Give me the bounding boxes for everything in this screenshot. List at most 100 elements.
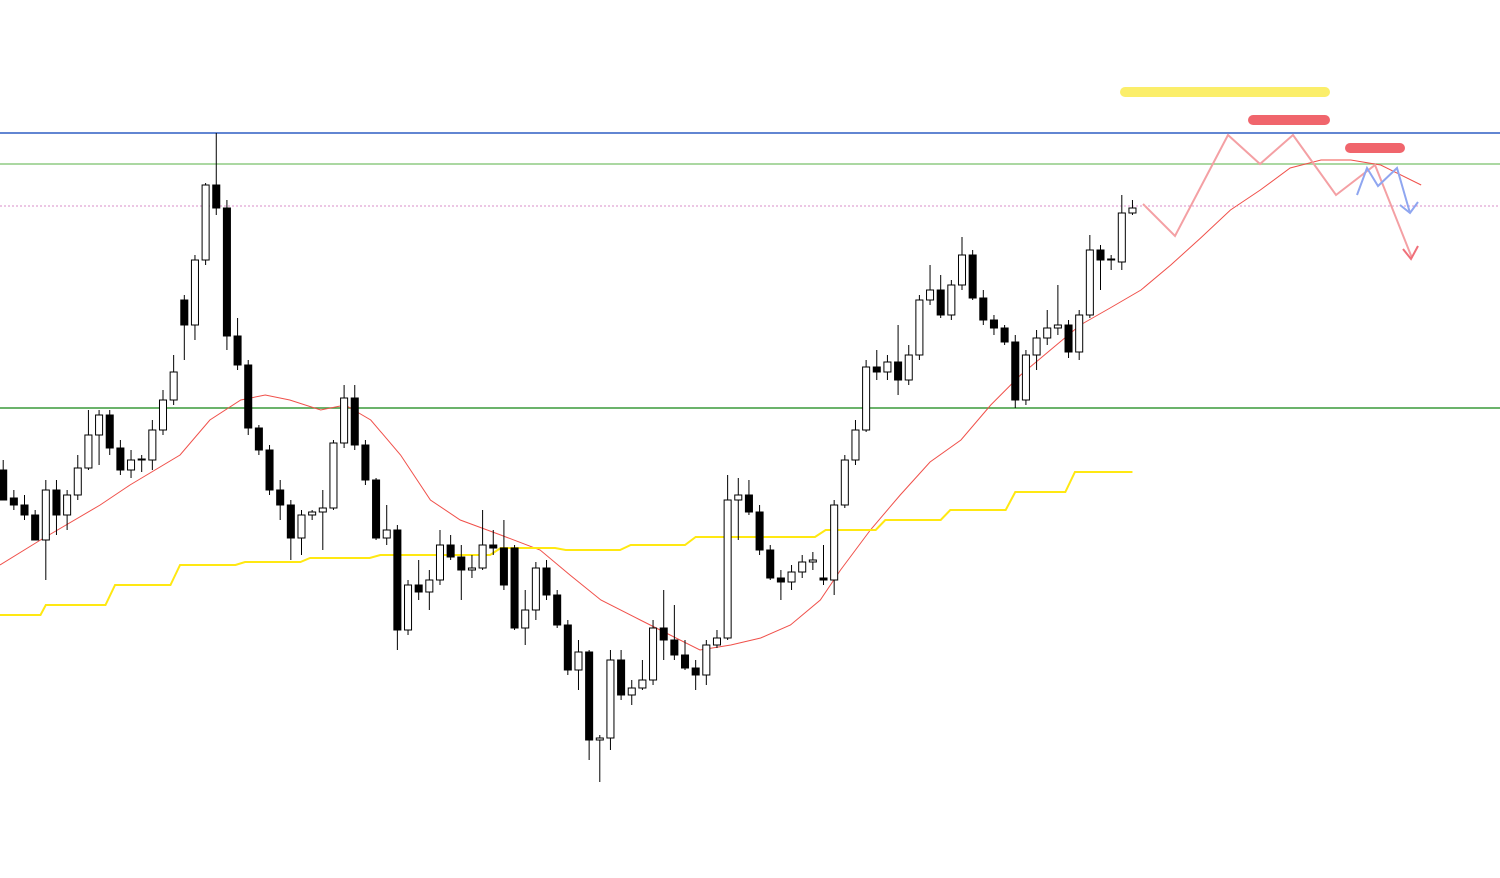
candle-body bbox=[1053, 324, 1062, 329]
projection-arrow bbox=[1399, 201, 1419, 215]
candle-body bbox=[31, 514, 40, 541]
candle-body bbox=[425, 579, 434, 593]
candle-body bbox=[276, 489, 285, 506]
candle-body bbox=[510, 547, 519, 629]
candle-body bbox=[808, 559, 817, 563]
candle-body bbox=[904, 354, 913, 381]
candle-body bbox=[915, 299, 924, 356]
candle-body bbox=[574, 651, 583, 671]
candle-body bbox=[382, 529, 391, 539]
candle-body bbox=[840, 459, 849, 506]
candle-body bbox=[1096, 249, 1105, 261]
candle-body bbox=[404, 584, 413, 631]
candle-body bbox=[894, 361, 903, 381]
candle-body bbox=[489, 544, 498, 549]
candle-body bbox=[0, 469, 8, 501]
candle-body bbox=[478, 544, 487, 569]
candle-body bbox=[52, 489, 61, 516]
candle-body bbox=[414, 584, 423, 593]
candle-body bbox=[201, 184, 210, 261]
candle-body bbox=[979, 297, 988, 321]
candle-body bbox=[553, 594, 562, 626]
candle-body bbox=[84, 434, 93, 469]
candle-body bbox=[329, 442, 338, 509]
candle-body bbox=[627, 687, 636, 696]
candle-body bbox=[744, 494, 753, 513]
candle-body bbox=[585, 651, 594, 741]
candle-body bbox=[1000, 327, 1009, 343]
candle-body bbox=[659, 627, 668, 641]
candle-body bbox=[957, 254, 967, 286]
candle-body bbox=[127, 459, 136, 471]
candle-body bbox=[1117, 212, 1126, 263]
candle-body bbox=[936, 289, 945, 316]
candle-body bbox=[350, 397, 359, 446]
candle-body bbox=[1075, 314, 1084, 353]
candle-body bbox=[1107, 258, 1116, 261]
candle-body bbox=[222, 207, 231, 337]
candle-body bbox=[95, 414, 104, 436]
candle-body bbox=[158, 399, 168, 431]
candle-body bbox=[265, 449, 274, 491]
candle-body bbox=[787, 571, 796, 583]
candle-body bbox=[105, 414, 114, 449]
candle-body bbox=[595, 737, 604, 741]
candle-body bbox=[617, 659, 626, 696]
projection-path bbox=[1142, 133, 1413, 259]
candle-body bbox=[702, 644, 711, 676]
candle-body bbox=[372, 479, 381, 539]
candle-body bbox=[531, 567, 540, 611]
candle-body bbox=[244, 364, 253, 429]
candle-body bbox=[606, 659, 615, 739]
candle-body bbox=[190, 259, 199, 326]
candle-body bbox=[340, 397, 349, 444]
candle-body bbox=[446, 544, 455, 558]
projection-arrow bbox=[1402, 245, 1419, 261]
candle-body bbox=[638, 679, 647, 689]
candle-body bbox=[819, 577, 828, 581]
candle-body bbox=[137, 458, 146, 461]
candle-body bbox=[734, 494, 743, 501]
candle-body bbox=[63, 494, 72, 516]
candle-body bbox=[872, 366, 881, 373]
candle-body bbox=[467, 567, 476, 571]
candle-body bbox=[968, 254, 977, 299]
candle-body bbox=[20, 504, 29, 516]
candle-body bbox=[116, 447, 125, 471]
candle-body bbox=[1128, 207, 1137, 214]
candle-body bbox=[1011, 341, 1020, 401]
candle-body bbox=[41, 489, 50, 541]
candle-body bbox=[9, 497, 18, 506]
candle-body bbox=[457, 556, 466, 571]
candle-body bbox=[542, 567, 551, 596]
candle-body bbox=[680, 654, 690, 669]
candle-body bbox=[755, 511, 764, 551]
candle-body bbox=[1085, 249, 1094, 316]
candle-body bbox=[254, 427, 263, 451]
candle-body bbox=[233, 335, 242, 366]
candle-body bbox=[989, 319, 998, 329]
candle-body bbox=[947, 284, 956, 316]
candle-body bbox=[563, 624, 572, 671]
layers bbox=[0, 132, 1500, 782]
candle-body bbox=[308, 511, 317, 516]
candle-body bbox=[212, 184, 221, 209]
candle-body bbox=[830, 504, 839, 581]
overlay-line bbox=[0, 159, 1422, 651]
candle-body bbox=[73, 467, 82, 496]
candle-body bbox=[1064, 324, 1073, 353]
candle-body bbox=[712, 637, 721, 646]
candle-body bbox=[435, 544, 445, 581]
candle-body bbox=[169, 371, 178, 401]
candle-body bbox=[766, 549, 775, 579]
candle-body bbox=[883, 361, 892, 373]
candle-body bbox=[1021, 354, 1030, 401]
candle-body bbox=[723, 499, 732, 639]
candle-body bbox=[851, 429, 860, 461]
candle-body bbox=[1032, 337, 1041, 356]
candle-body bbox=[521, 609, 530, 629]
candle-body bbox=[649, 627, 658, 681]
overlay-line bbox=[0, 471, 1133, 616]
candle-body bbox=[499, 547, 508, 586]
